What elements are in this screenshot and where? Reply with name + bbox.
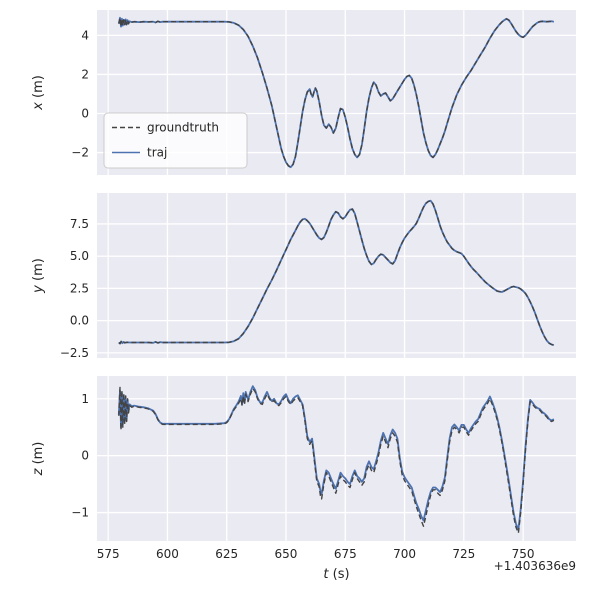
subplot-y: −2.5 0.0 2.5 5.0 7.5 y (m) <box>31 193 576 360</box>
x-tick-label: 700 <box>393 547 416 561</box>
y-tick-label: 0 <box>81 106 89 120</box>
x-tick-label: 575 <box>97 547 120 561</box>
y-axis-label-x: x (m) <box>31 75 46 111</box>
x-tick-label: 675 <box>334 547 357 561</box>
y-tick-label: 1 <box>81 392 89 406</box>
y-tick-label: 2.5 <box>70 281 89 295</box>
subplot-z: −1 0 1 z (m) <box>31 376 576 541</box>
axes-background <box>97 376 576 541</box>
series-groundtruth-z <box>118 386 555 534</box>
series-groundtruth-x <box>118 17 555 168</box>
x-tick-label: 625 <box>215 547 238 561</box>
y-tick-label: 7.5 <box>70 217 89 231</box>
y-tick-label: 0 <box>81 449 89 463</box>
legend-label: groundtruth <box>147 121 219 135</box>
y-tick-label: −1 <box>71 506 89 520</box>
x-tick-label: 600 <box>156 547 179 561</box>
axes-background <box>97 193 576 358</box>
x-axis-offset-text: +1.403636e9 <box>494 559 576 573</box>
y-tick-label: −2 <box>71 146 89 160</box>
y-axis-label-z: z (m) <box>31 442 46 477</box>
legend-label: traj <box>147 146 167 160</box>
y-tick-label: −2.5 <box>60 346 89 360</box>
y-axis-label-y: y (m) <box>31 258 46 294</box>
y-tick-label: 5.0 <box>70 249 89 263</box>
series-groundtruth-y <box>118 199 555 346</box>
x-tick-label: 725 <box>452 547 475 561</box>
legend: groundtruth traj <box>103 112 248 169</box>
y-tick-label: 0.0 <box>70 314 89 328</box>
x-tick-label: 650 <box>275 547 298 561</box>
y-tick-label: 2 <box>81 67 89 81</box>
x-tick-label: 750 <box>512 547 535 561</box>
x-axis-label: t (s) <box>323 567 349 582</box>
y-tick-label: 4 <box>81 28 89 42</box>
